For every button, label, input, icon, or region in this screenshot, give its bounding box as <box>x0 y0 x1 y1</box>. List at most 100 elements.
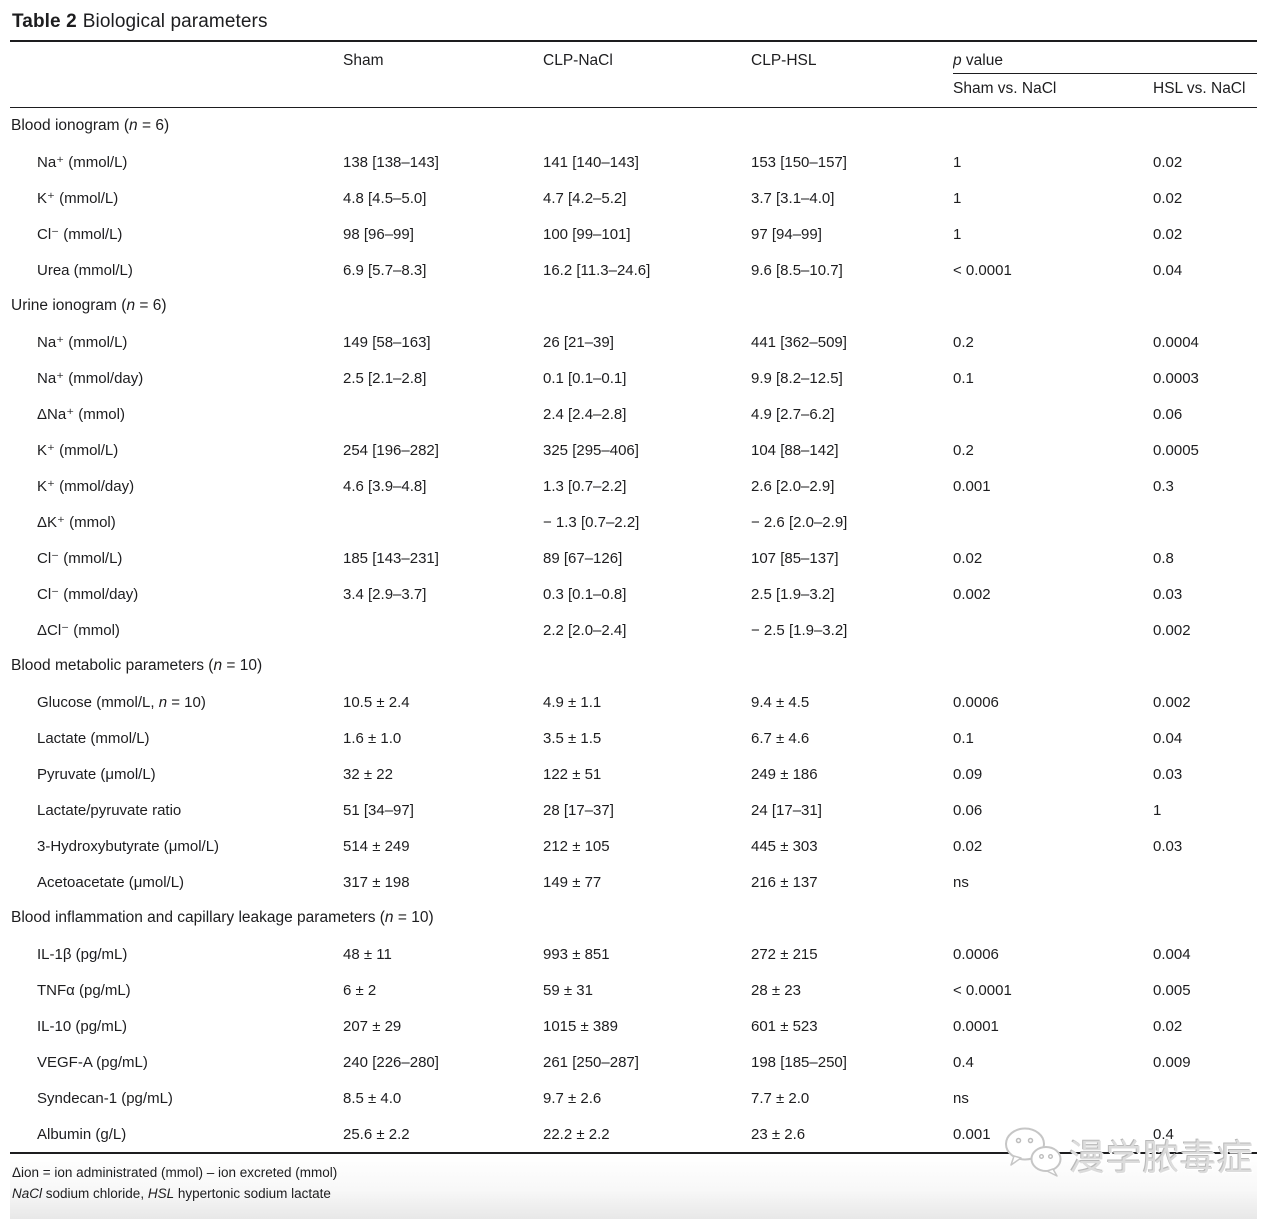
clp-nacl-value-cell: 4.7 [4.2–5.2] <box>543 189 627 207</box>
table-row: K⁺ (mmol/L) 4.8 [4.5–5.0] 4.7 [4.2–5.2] … <box>10 180 1257 216</box>
column-header-sham: Sham <box>343 52 384 69</box>
sham-value-cell: 149 [58–163] <box>343 333 431 351</box>
column-header-p-value: p value <box>953 42 1257 74</box>
table-number: Table 2 <box>12 11 77 32</box>
p-sham-vs-nacl-cell: 0.002 <box>953 585 991 603</box>
p-hsl-vs-nacl-cell: 0.009 <box>1153 1053 1191 1071</box>
clp-hsl-value-cell: 23 ± 2.6 <box>751 1125 806 1143</box>
sham-value-cell <box>343 504 543 540</box>
p-hsl-vs-nacl-cell <box>1153 504 1257 540</box>
clp-nacl-value-cell: 28 [17–37] <box>543 801 614 819</box>
clp-hsl-value-cell: 441 [362–509] <box>751 333 847 351</box>
section-row: Blood metabolic parameters (n = 10) <box>10 648 1257 684</box>
parameter-cell: Lactate (mmol/L) <box>37 729 150 747</box>
clp-nacl-value-cell: 325 [295–406] <box>543 441 639 459</box>
sham-value-cell: 51 [34–97] <box>343 801 414 819</box>
sham-value-cell: 6.9 [5.7–8.3] <box>343 261 427 279</box>
sham-value-cell: 10.5 ± 2.4 <box>343 693 410 711</box>
clp-nacl-value-cell: 0.1 [0.1–0.1] <box>543 369 627 387</box>
footnote-abbreviations: NaCl sodium chloride, HSL hypertonic sod… <box>12 1186 331 1201</box>
p-hsl-vs-nacl-cell: 0.002 <box>1153 693 1191 711</box>
clp-hsl-value-cell: 2.5 [1.9–3.2] <box>751 585 835 603</box>
section-label: Urine ionogram (n = 6) <box>11 297 167 314</box>
group-header-row: Sham CLP-NaCl CLP-HSL p value <box>10 42 1257 74</box>
table-row: Glucose (mmol/L, n = 10) 10.5 ± 2.4 4.9 … <box>10 684 1257 720</box>
parameter-cell: ΔCl⁻ (mmol) <box>37 622 120 639</box>
parameter-cell: K⁺ (mmol/day) <box>37 478 135 495</box>
sham-value-cell: 317 ± 198 <box>343 873 410 891</box>
parameter-cell: Acetoacetate (μmol/L) <box>37 873 185 891</box>
table-header: Sham CLP-NaCl CLP-HSL p value Sham vs. N… <box>10 42 1257 108</box>
clp-hsl-value-cell: 24 [17–31] <box>751 801 822 819</box>
clp-hsl-value-cell: − 2.6 [2.0–2.9] <box>751 513 848 531</box>
p-hsl-vs-nacl-cell: 0.005 <box>1153 981 1191 999</box>
clp-hsl-value-cell: 28 ± 23 <box>751 981 801 999</box>
table-row: ΔCl⁻ (mmol) 2.2 [2.0–2.4] − 2.5 [1.9–3.2… <box>10 612 1257 648</box>
column-header-hsl-vs-nacl: HSL vs. NaCl <box>1153 73 1257 108</box>
p-hsl-vs-nacl-cell: 0.03 <box>1153 585 1183 603</box>
clp-hsl-value-cell: 3.7 [3.1–4.0] <box>751 189 835 207</box>
p-sham-vs-nacl-cell: 0.06 <box>953 801 983 819</box>
p-sham-vs-nacl-cell: 0.2 <box>953 441 974 459</box>
sham-value-cell: 207 ± 29 <box>343 1017 402 1035</box>
clp-hsl-value-cell: 249 ± 186 <box>751 765 818 783</box>
clp-nacl-value-cell: 2.2 [2.0–2.4] <box>543 621 627 639</box>
parameter-cell: K⁺ (mmol/L) <box>37 442 119 459</box>
clp-hsl-value-cell: 216 ± 137 <box>751 873 818 891</box>
parameter-cell: Albumin (g/L) <box>37 1125 127 1143</box>
section-row: Blood inflammation and capillary leakage… <box>10 900 1257 936</box>
clp-nacl-value-cell: 9.7 ± 2.6 <box>543 1089 602 1107</box>
table-body: Blood ionogram (n = 6) Na⁺ (mmol/L) 138 … <box>10 108 1257 1153</box>
table-row: 3-Hydroxybutyrate (μmol/L) 514 ± 249 212… <box>10 828 1257 864</box>
parameter-cell: Lactate/pyruvate ratio <box>37 801 182 819</box>
p-hsl-vs-nacl-cell: 0.8 <box>1153 549 1174 567</box>
p-sham-vs-nacl-cell: 0.02 <box>953 549 983 567</box>
sham-value-cell: 514 ± 249 <box>343 837 410 855</box>
clp-nacl-value-cell: 26 [21–39] <box>543 333 614 351</box>
footnote-delta-ion: Δion = ion administrated (mmol) – ion ex… <box>12 1165 338 1180</box>
clp-hsl-value-cell: 107 [85–137] <box>751 549 839 567</box>
parameter-cell: VEGF-A (pg/mL) <box>37 1053 148 1071</box>
sham-value-cell: 4.8 [4.5–5.0] <box>343 189 427 207</box>
section-label: Blood metabolic parameters (n = 10) <box>11 657 263 674</box>
clp-hsl-value-cell: 9.6 [8.5–10.7] <box>751 261 843 279</box>
table-row: Pyruvate (μmol/L) 32 ± 22 122 ± 51 249 ±… <box>10 756 1257 792</box>
sham-value-cell: 8.5 ± 4.0 <box>343 1089 402 1107</box>
table-row: Albumin (g/L) 25.6 ± 2.2 22.2 ± 2.2 23 ±… <box>10 1116 1257 1153</box>
p-hsl-vs-nacl-cell: 1 <box>1153 801 1162 819</box>
table-row: K⁺ (mmol/day) 4.6 [3.9–4.8] 1.3 [0.7–2.2… <box>10 468 1257 504</box>
p-sham-vs-nacl-cell: 1 <box>953 153 962 171</box>
table-row: Syndecan-1 (pg/mL) 8.5 ± 4.0 9.7 ± 2.6 7… <box>10 1080 1257 1116</box>
table-row: Na⁺ (mmol/L) 138 [138–143] 141 [140–143]… <box>10 144 1257 180</box>
clp-nacl-value-cell: 149 ± 77 <box>543 873 602 891</box>
p-hsl-vs-nacl-cell: 0.03 <box>1153 837 1183 855</box>
parameter-cell: Cl⁻ (mmol/L) <box>37 226 123 243</box>
clp-hsl-value-cell: 97 [94–99] <box>751 225 822 243</box>
clp-nacl-value-cell: 3.5 ± 1.5 <box>543 729 602 747</box>
clp-hsl-value-cell: 6.7 ± 4.6 <box>751 729 810 747</box>
p-sham-vs-nacl-cell: 1 <box>953 189 962 207</box>
parameter-cell: IL-1β (pg/mL) <box>37 945 128 963</box>
table-row: K⁺ (mmol/L) 254 [196–282] 325 [295–406] … <box>10 432 1257 468</box>
p-sham-vs-nacl-cell: 0.02 <box>953 837 983 855</box>
p-sham-vs-nacl-cell: 0.0006 <box>953 945 999 963</box>
p-hsl-vs-nacl-cell: 0.3 <box>1153 477 1174 495</box>
sham-value-cell <box>343 612 543 648</box>
p-hsl-vs-nacl-cell: 0.02 <box>1153 189 1183 207</box>
clp-nacl-value-cell: 212 ± 105 <box>543 837 610 855</box>
table-row: Cl⁻ (mmol/day) 3.4 [2.9–3.7] 0.3 [0.1–0.… <box>10 576 1257 612</box>
p-sham-vs-nacl-cell: < 0.0001 <box>953 981 1012 999</box>
clp-hsl-value-cell: 153 [150–157] <box>751 153 847 171</box>
clp-hsl-value-cell: 9.4 ± 4.5 <box>751 693 810 711</box>
parameter-cell: Glucose (mmol/L, n = 10) <box>37 693 206 711</box>
p-sham-vs-nacl-cell <box>953 396 1153 432</box>
p-hsl-vs-nacl-cell: 0.0003 <box>1153 369 1199 387</box>
parameter-cell: TNFα (pg/mL) <box>37 981 131 999</box>
clp-nacl-value-cell: 141 [140–143] <box>543 153 639 171</box>
table-row: TNFα (pg/mL) 6 ± 2 59 ± 31 28 ± 23 < 0.0… <box>10 972 1257 1008</box>
p-sham-vs-nacl-cell: 0.4 <box>953 1053 974 1071</box>
biological-parameters-table: Sham CLP-NaCl CLP-HSL p value Sham vs. N… <box>10 42 1257 1154</box>
p-sham-vs-nacl-cell: ns <box>953 873 969 891</box>
